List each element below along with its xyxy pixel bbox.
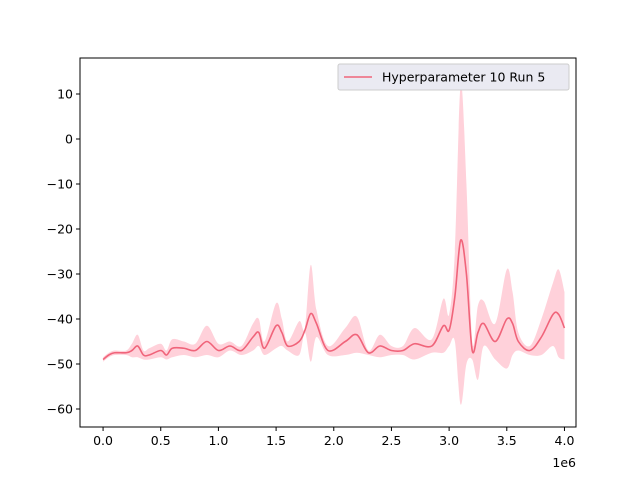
axes-frame xyxy=(79,57,577,428)
x-tick-label: 2.0 xyxy=(324,433,344,448)
x-tick-label: 1.5 xyxy=(266,433,286,448)
plot-area xyxy=(102,83,566,405)
x-axis-offset-label: 1e6 xyxy=(552,455,576,470)
x-tick-label: 0.5 xyxy=(151,433,171,448)
series-line xyxy=(102,239,566,361)
y-tick-label: 0 xyxy=(65,132,73,147)
x-tick-label: 4.0 xyxy=(555,433,575,448)
y-tick-label: 10 xyxy=(57,87,73,102)
x-axis: 0.0 0.5 1.0 1.5 2.0 2.5 3.0 3.5 4.0 xyxy=(93,427,574,448)
legend-box xyxy=(337,63,570,91)
confidence-band xyxy=(103,83,565,405)
x-tick-label: 3.5 xyxy=(497,433,517,448)
x-tick-label: 1.0 xyxy=(208,433,228,448)
x-tick-label: 0.0 xyxy=(93,433,113,448)
y-tick-label: −50 xyxy=(47,357,73,372)
y-tick-label: −40 xyxy=(47,312,73,327)
x-tick-label: 3.0 xyxy=(439,433,459,448)
y-tick-label: −60 xyxy=(47,402,73,417)
y-axis: 10 0 −10 −20 −30 −40 −50 −60 xyxy=(47,87,80,417)
legend-label: Hyperparameter 10 Run 5 xyxy=(382,70,545,85)
legend: Hyperparameter 10 Run 5 xyxy=(337,63,570,91)
y-tick-label: −10 xyxy=(47,177,73,192)
x-tick-label: 2.5 xyxy=(381,433,401,448)
y-tick-label: −20 xyxy=(47,222,73,237)
y-tick-label: −30 xyxy=(47,267,73,282)
